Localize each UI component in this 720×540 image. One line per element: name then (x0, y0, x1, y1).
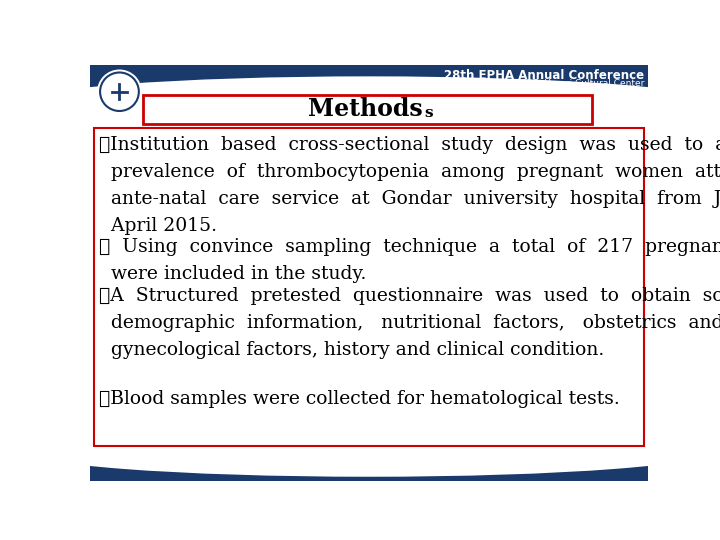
FancyBboxPatch shape (143, 95, 593, 124)
Text: ❖  Using  convince  sampling  technique  a  total  of  217  pregnant  women
  we: ❖ Using convince sampling technique a to… (99, 238, 720, 283)
Text: s: s (425, 105, 433, 119)
Text: ❖A  Structured  pretested  questionnaire  was  used  to  obtain  socio
  demogra: ❖A Structured pretested questionnaire wa… (99, 287, 720, 359)
Text: February 19-22, 2017  Harari Cultural Center: February 19-22, 2017 Harari Cultural Cen… (441, 79, 644, 87)
Ellipse shape (20, 76, 718, 130)
Text: ❖Blood samples were collected for hematological tests.: ❖Blood samples were collected for hemato… (99, 390, 620, 408)
FancyBboxPatch shape (90, 450, 648, 481)
Text: 28th EPHA Annual Conference: 28th EPHA Annual Conference (444, 69, 644, 82)
FancyBboxPatch shape (90, 65, 648, 481)
Text: ❖Institution  based  cross-sectional  study  design  was  used  to  assess
  pre: ❖Institution based cross-sectional study… (99, 136, 720, 235)
Circle shape (98, 70, 141, 113)
Text: Methods: Methods (307, 97, 423, 122)
FancyBboxPatch shape (90, 65, 648, 103)
Text: Harar: Harar (619, 87, 644, 96)
Ellipse shape (20, 423, 718, 477)
